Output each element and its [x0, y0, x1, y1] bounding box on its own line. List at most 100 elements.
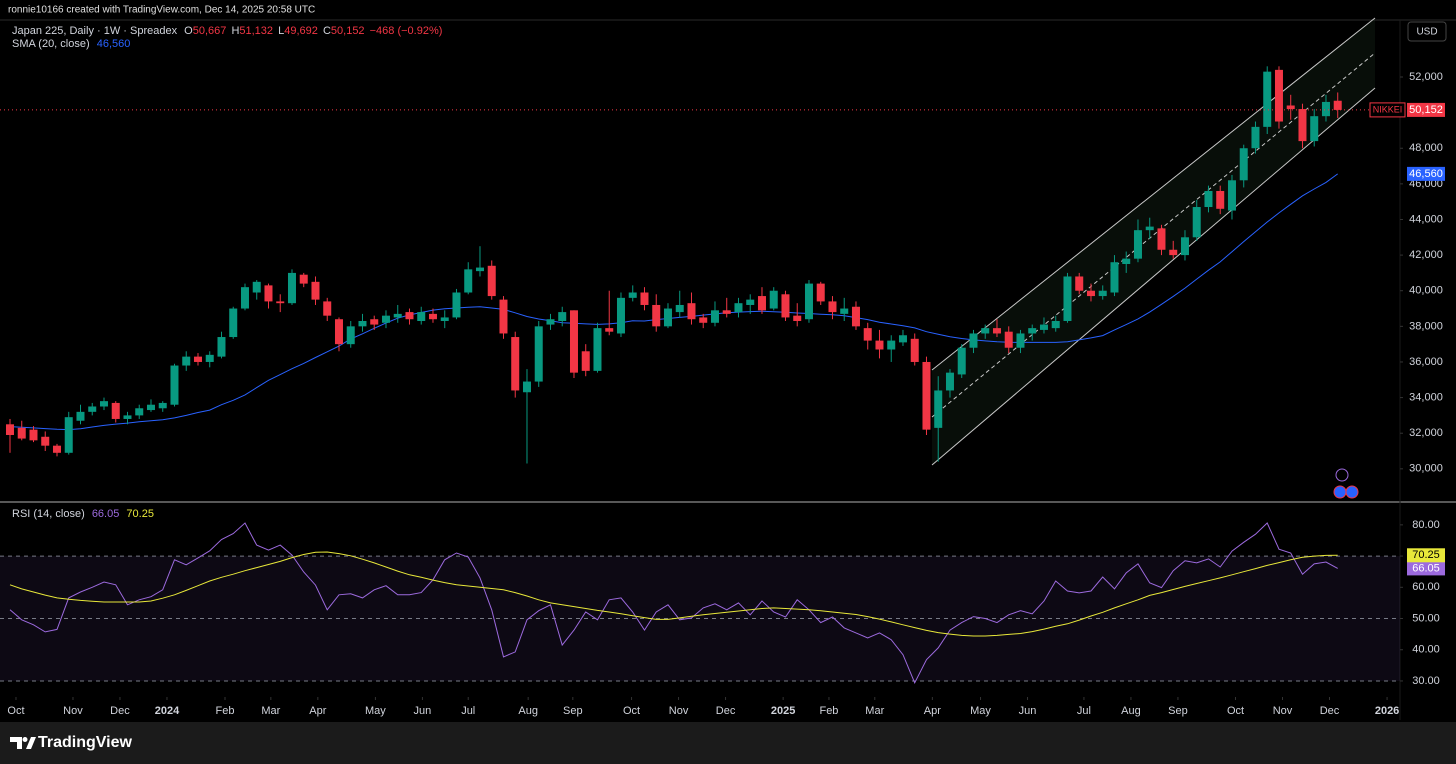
candle-body [1075, 276, 1084, 291]
currency-label[interactable]: USD [1416, 27, 1437, 38]
candle-body [722, 310, 731, 314]
candle-body [687, 303, 696, 320]
rsi-legend: RSI (14, close) 66.05 70.25 [12, 508, 154, 520]
last-price-label: 50,152 [1409, 104, 1443, 116]
x-tick-label: Nov [669, 705, 689, 717]
ohlc-key: C [323, 25, 331, 37]
candle-body [76, 411, 85, 421]
candle-body [217, 337, 226, 357]
candle-body [1239, 148, 1248, 181]
x-tick-label: Jul [461, 705, 475, 717]
candle-body [969, 333, 978, 348]
candle-body [17, 427, 26, 439]
candle-body [1286, 105, 1295, 110]
candle-body [1169, 249, 1178, 256]
y-tick-label: 60.00 [1412, 581, 1440, 593]
candle-body [781, 294, 790, 318]
x-tick-label: 2025 [771, 705, 795, 717]
ohlc-value: 50,667 [193, 25, 227, 37]
candle-body [240, 287, 249, 309]
channel-lower [931, 87, 1376, 466]
candle-body [299, 274, 308, 284]
x-tick-label: May [365, 705, 386, 717]
candle-body [887, 340, 896, 350]
candle-body [1098, 290, 1107, 297]
series-value-box [1407, 561, 1445, 576]
symbol-tag: NIKKEI [1373, 104, 1403, 114]
x-tick-label: Jul [1077, 705, 1091, 717]
candle-body [475, 267, 484, 272]
series-line [9, 173, 1338, 431]
x-tick-label: Oct [1227, 705, 1244, 717]
series-line [9, 522, 1338, 684]
candle-body [229, 308, 238, 338]
candle-body [593, 328, 602, 371]
candle-body [945, 372, 954, 391]
candle-body [1251, 126, 1260, 149]
channel-fill [932, 18, 1375, 465]
event-icon[interactable] [1333, 485, 1347, 499]
series-value-box [1407, 166, 1445, 181]
candle-body [1122, 258, 1131, 265]
x-tick-label: 2026 [1375, 705, 1399, 717]
candle-body [1227, 180, 1236, 211]
candle-body [1004, 331, 1013, 348]
candle-body [793, 315, 802, 322]
candle-body [628, 292, 637, 298]
x-tick-label: Sep [563, 705, 583, 717]
candle-body [992, 328, 1001, 334]
symbol-tag-box [1369, 102, 1406, 118]
x-tick-label: Oct [7, 705, 24, 717]
candle-body [1063, 276, 1072, 322]
candle-body [1263, 71, 1272, 127]
series-line [9, 551, 1338, 637]
series-value-label: 46,560 [1409, 168, 1443, 180]
candle-body [146, 404, 155, 411]
price-legend: Japan 225, Daily · 1W · Spreadex O50,667… [12, 25, 442, 37]
brand-logo [10, 737, 36, 749]
candle-body [158, 402, 167, 409]
candle-body [1110, 262, 1119, 293]
candle-body [1192, 207, 1201, 238]
event-icon[interactable] [1335, 468, 1349, 482]
candle-body [511, 337, 520, 391]
candle-body [99, 401, 108, 407]
x-tick-label: Aug [518, 705, 538, 717]
event-icon[interactable] [1345, 485, 1359, 499]
y-tick-label: 52,000 [1409, 71, 1443, 83]
candle-body [616, 297, 625, 334]
candle-body [840, 308, 849, 314]
ohlc-key: O [184, 25, 193, 37]
candle-body [264, 285, 273, 302]
x-tick-label: Dec [110, 705, 130, 717]
series-value-label: 66.05 [1412, 562, 1440, 574]
candle-body [1298, 109, 1307, 142]
ohlc-value: 49,692 [284, 25, 318, 37]
candle-body [393, 313, 402, 318]
candle-body [52, 445, 61, 453]
x-tick-label: Aug [1121, 705, 1141, 717]
y-tick-label: 30.00 [1412, 675, 1440, 687]
x-tick-label: May [970, 705, 991, 717]
candle-body [605, 328, 614, 332]
candle-body [934, 390, 943, 428]
candle-body [1145, 226, 1154, 231]
y-tick-label: 44,000 [1409, 213, 1443, 225]
x-tick-label: 2024 [155, 705, 180, 717]
x-tick-label: Jun [1019, 705, 1037, 717]
candle-body [522, 381, 531, 393]
candle-body [1180, 237, 1189, 256]
candle-body [111, 402, 120, 419]
legend-value: 66.05 [92, 508, 120, 520]
candle-body [1086, 290, 1095, 297]
x-tick-label: Mar [261, 705, 280, 717]
candle-body [499, 299, 508, 334]
legend-label: RSI (14, close) [12, 508, 85, 520]
candle-body [252, 281, 261, 293]
x-tick-label: Jun [414, 705, 432, 717]
brand-logo-dot [22, 737, 28, 742]
currency-button[interactable] [1407, 21, 1447, 42]
candle-body [193, 356, 202, 362]
x-tick-label: Apr [309, 705, 326, 717]
candle-body [1133, 230, 1142, 259]
